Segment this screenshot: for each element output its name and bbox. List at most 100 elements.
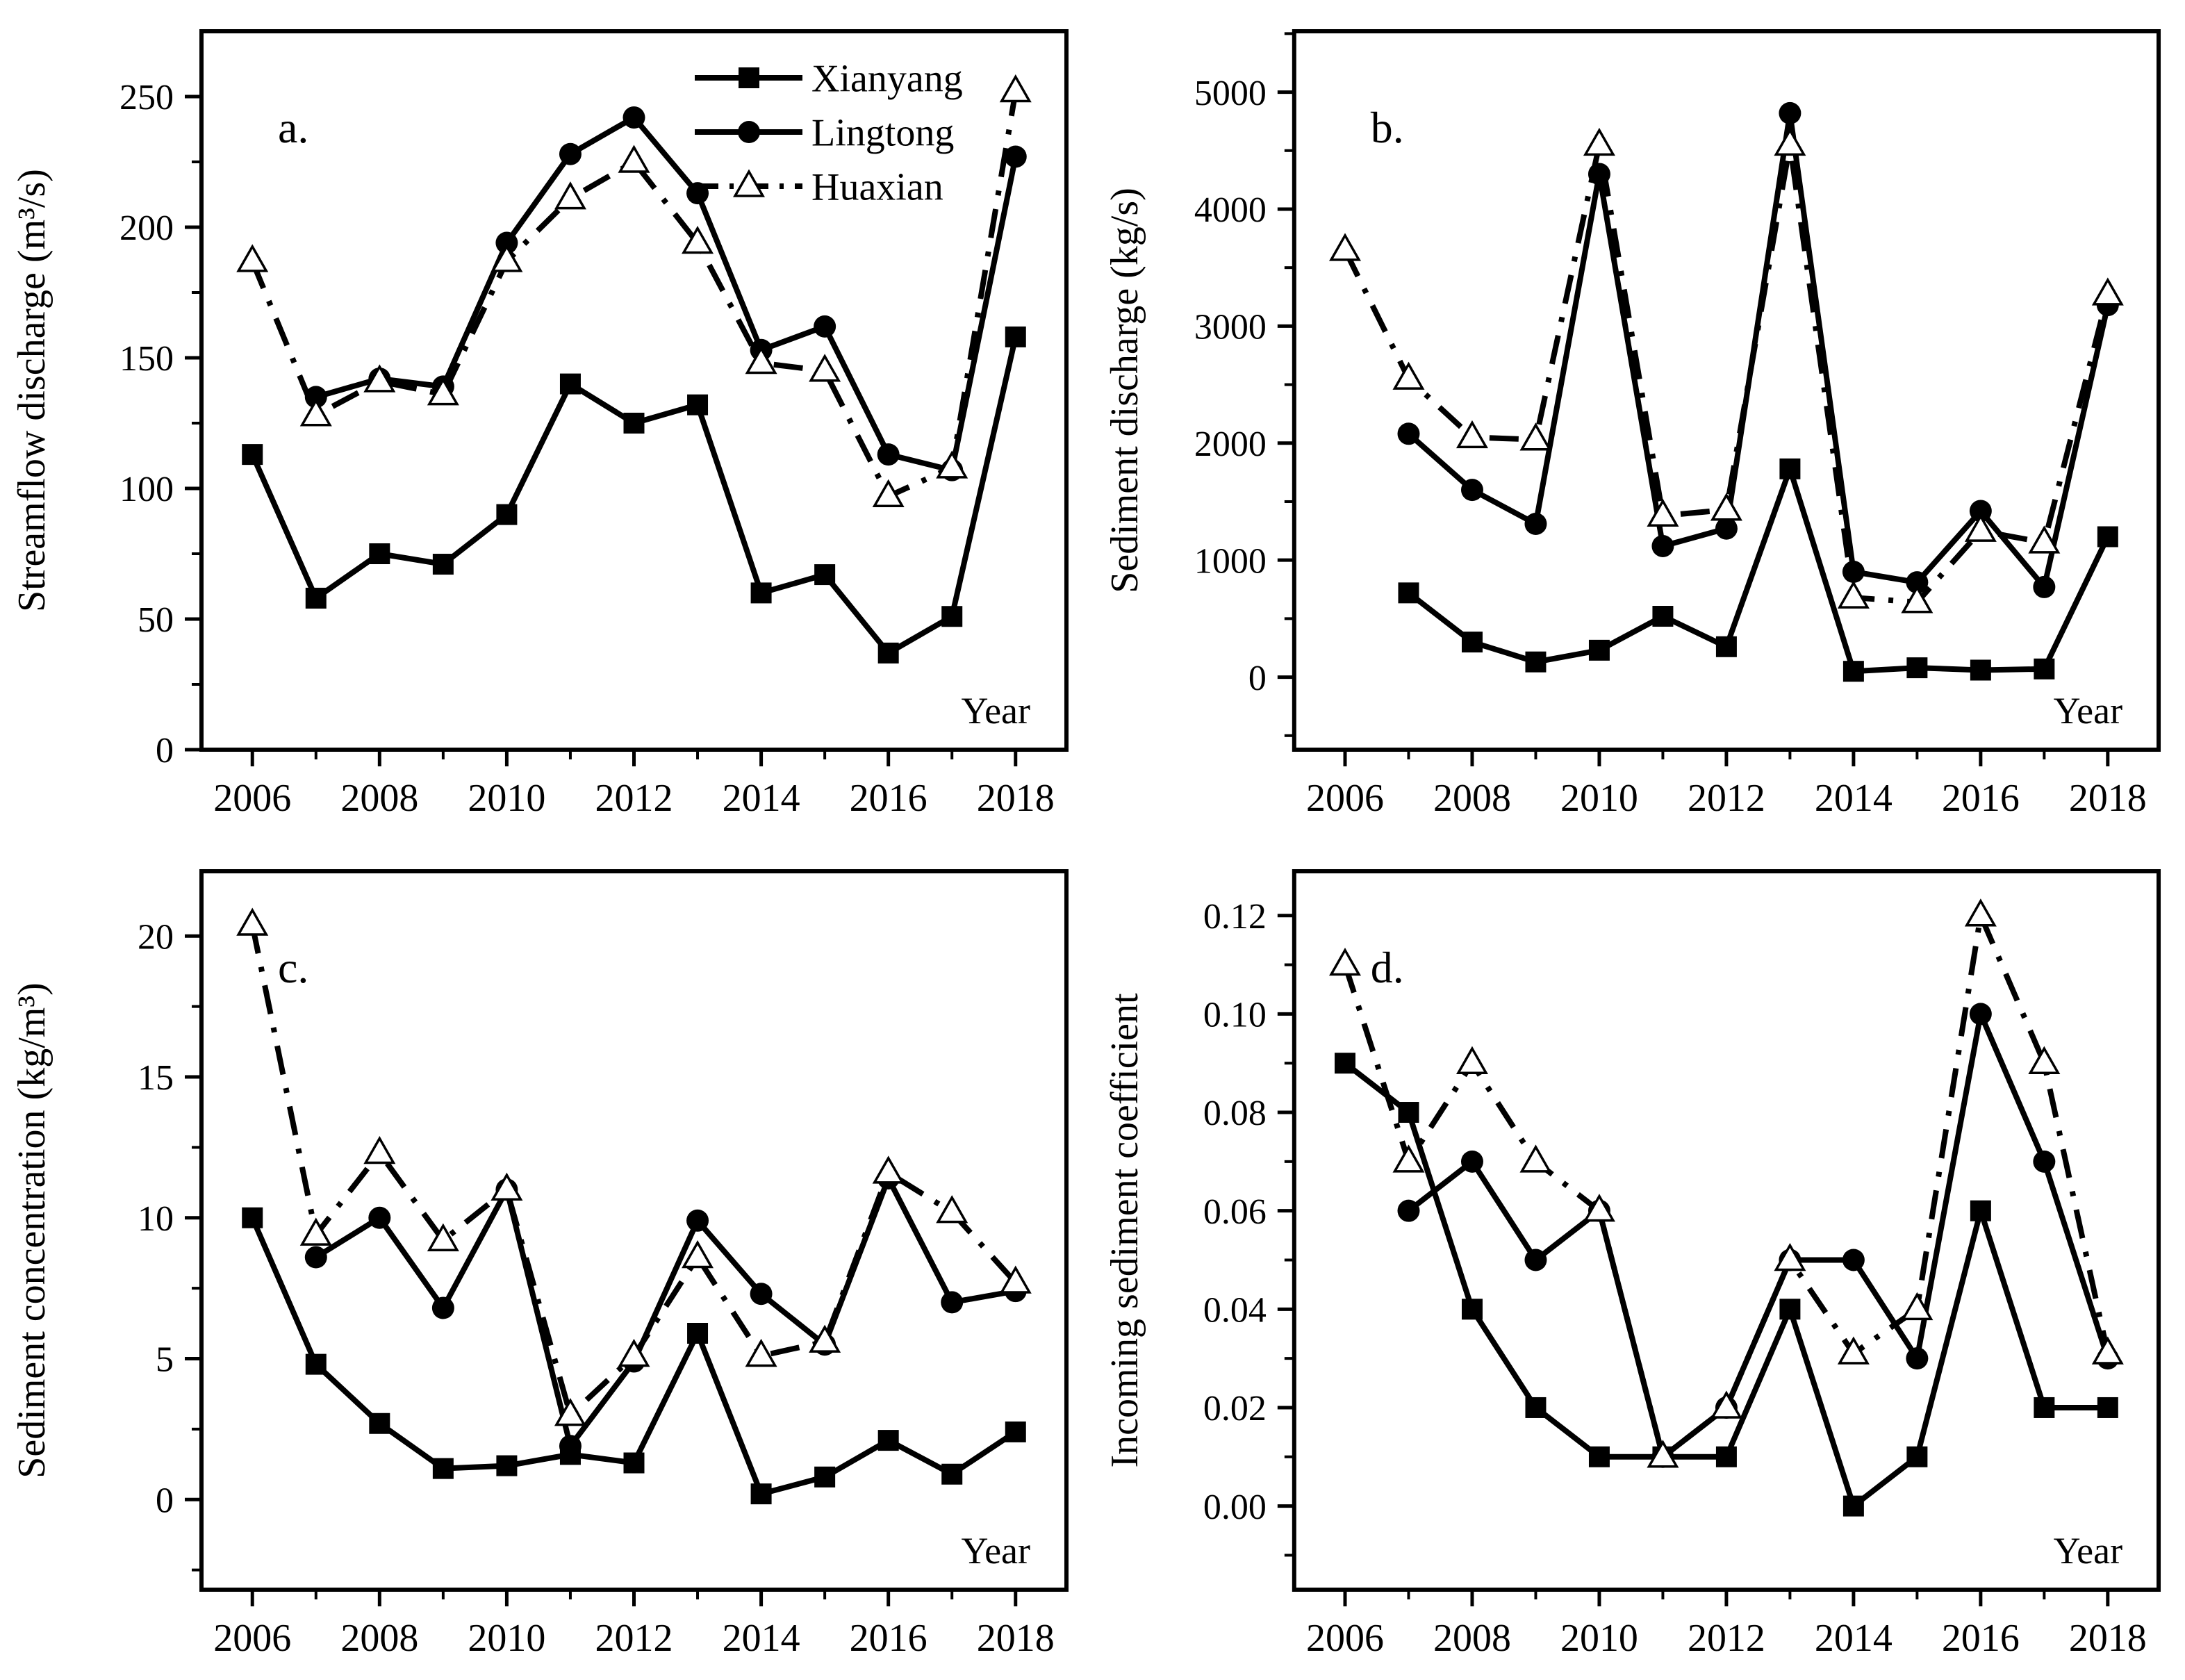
marker-triangle-huaxian bbox=[1519, 422, 1552, 451]
marker-circle-lingtong bbox=[1651, 534, 1674, 557]
y-tick-label: 1000 bbox=[1194, 541, 1267, 581]
marker-circle-lingtong bbox=[686, 1209, 709, 1232]
x-tick-label: 2010 bbox=[468, 1617, 545, 1660]
marker-circle-lingtong bbox=[1460, 479, 1483, 502]
marker-triangle-huaxian bbox=[1456, 1046, 1488, 1074]
panel-b: 0 1000 2000 3000 4000 5000 2006 2008 2010 2012 201… bbox=[1093, 0, 2185, 840]
marker-triangle-huaxian bbox=[1901, 1292, 1933, 1321]
marker-square-xianyang bbox=[687, 394, 709, 415]
marker-triangle-huaxian bbox=[363, 364, 396, 393]
x-tick-label: 2006 bbox=[1306, 777, 1384, 820]
plot-frame bbox=[1292, 869, 2161, 1592]
y-tick-label: 0.02 bbox=[1203, 1389, 1267, 1428]
marker-square-xianyang bbox=[432, 1458, 454, 1479]
marker-triangle-huaxian bbox=[1392, 361, 1425, 390]
marker-square-xianyang bbox=[1842, 1495, 1864, 1517]
x-tick-label: 2008 bbox=[1433, 777, 1511, 820]
y-tick-label: 0 bbox=[156, 731, 174, 771]
marker-triangle-huaxian bbox=[490, 1172, 523, 1201]
y-tick-label: 100 bbox=[119, 470, 174, 509]
marker-circle-lingtong bbox=[622, 106, 645, 129]
marker-triangle-huaxian bbox=[427, 1223, 459, 1251]
marker-triangle-huaxian bbox=[2028, 525, 2061, 554]
marker-circle-lingtong bbox=[1969, 1003, 1992, 1026]
x-tick-label: 2014 bbox=[723, 777, 800, 820]
marker-triangle-huaxian bbox=[1583, 1194, 1615, 1222]
chart-a-canvas: 0 50 100 150 200 250 2006 2008 2010 2012 2014 2016 2… bbox=[10, 29, 1069, 820]
panel-letter: a. bbox=[278, 103, 308, 152]
marker-triangle-huaxian bbox=[682, 1240, 714, 1269]
y-tick-label: 0.08 bbox=[1203, 1094, 1267, 1133]
legend-label-xianyang: Xianyang bbox=[811, 58, 963, 101]
marker-square-xianyang bbox=[687, 1323, 709, 1344]
marker-circle-lingtong bbox=[2033, 1150, 2056, 1173]
marker-triangle-huaxian bbox=[1392, 1144, 1425, 1173]
marker-square-xianyang bbox=[1715, 636, 1737, 657]
panel-c: 0 5 10 15 20 2006 2008 2010 2012 2014 2016 2018 Sedi… bbox=[0, 840, 1093, 1680]
marker-square-xianyang bbox=[1715, 1446, 1737, 1467]
marker-square-xianyang bbox=[1906, 1446, 1928, 1467]
marker-triangle-huaxian bbox=[999, 74, 1032, 103]
marker-circle-lingtong bbox=[1906, 571, 1929, 594]
y-tick-label: 0.12 bbox=[1203, 897, 1267, 937]
x-tick-label: 2018 bbox=[977, 777, 1055, 820]
x-tick-label: 2008 bbox=[1433, 1617, 1511, 1660]
y-tick-label: 10 bbox=[138, 1199, 174, 1239]
marker-square-xianyang bbox=[242, 1207, 263, 1228]
legend-marker-huaxian bbox=[732, 169, 766, 197]
marker-circle-lingtong bbox=[304, 386, 327, 409]
marker-square-xianyang bbox=[941, 1463, 963, 1485]
marker-triangle-huaxian bbox=[427, 377, 459, 406]
marker-triangle-huaxian bbox=[1583, 127, 1615, 156]
chart-d-canvas: 0.00 0.02 0.04 0.06 0.08 0.10 0.12 2006 2008 2010… bbox=[1103, 869, 2161, 1660]
x-tick-label: 2012 bbox=[1688, 1617, 1765, 1660]
marker-square-xianyang bbox=[1461, 632, 1483, 653]
series-line-xianyang bbox=[1343, 1061, 2108, 1511]
y-tick-label: 20 bbox=[138, 917, 174, 957]
plot-frame bbox=[199, 869, 1069, 1592]
marker-triangle-huaxian bbox=[1964, 513, 1997, 542]
marker-triangle-huaxian bbox=[1964, 898, 1997, 927]
y-axis-title: Streamflow discharge (m³/s) bbox=[10, 169, 53, 612]
marker-triangle-huaxian bbox=[1519, 1144, 1552, 1173]
marker-square-xianyang bbox=[496, 504, 518, 525]
marker-circle-lingtong bbox=[1524, 512, 1547, 535]
marker-square-xianyang bbox=[1906, 657, 1928, 679]
marker-circle-lingtong bbox=[1842, 1249, 1865, 1271]
marker-triangle-huaxian bbox=[872, 479, 905, 508]
marker-circle-lingtong bbox=[814, 315, 836, 338]
legend-label-lingtong: Lingtong bbox=[811, 112, 954, 155]
marker-triangle-huaxian bbox=[745, 345, 777, 374]
marker-square-xianyang bbox=[305, 1353, 327, 1375]
panel-letter: c. bbox=[278, 943, 308, 992]
marker-triangle-huaxian bbox=[1901, 585, 1933, 613]
marker-triangle-huaxian bbox=[936, 450, 968, 479]
marker-triangle-huaxian bbox=[745, 1338, 777, 1367]
y-tick-label: 150 bbox=[119, 339, 174, 379]
x-tick-label: 2014 bbox=[1815, 1617, 1893, 1660]
y-tick-label: 250 bbox=[119, 78, 174, 117]
marker-circle-lingtong bbox=[877, 443, 900, 466]
marker-square-xianyang bbox=[623, 1452, 645, 1474]
marker-square-xianyang bbox=[1005, 1421, 1026, 1442]
marker-circle-lingtong bbox=[1715, 517, 1738, 540]
marker-circle-lingtong bbox=[368, 1206, 391, 1229]
marker-square-xianyang bbox=[750, 582, 772, 604]
x-axis-title: Year bbox=[961, 1530, 1030, 1572]
marker-triangle-huaxian bbox=[2091, 277, 2124, 306]
x-tick-label: 2010 bbox=[468, 777, 545, 820]
marker-circle-lingtong bbox=[1524, 1249, 1547, 1271]
marker-circle-lingtong bbox=[750, 1283, 773, 1306]
series-line-huaxian bbox=[1342, 905, 2111, 1462]
y-tick-label: 2000 bbox=[1194, 425, 1267, 464]
marker-square-xianyang bbox=[2034, 658, 2055, 680]
marker-triangle-huaxian bbox=[2091, 1336, 2124, 1365]
marker-circle-lingtong bbox=[559, 142, 582, 165]
marker-circle-lingtong bbox=[495, 231, 518, 254]
marker-square-xianyang bbox=[496, 1455, 518, 1476]
marker-square-xianyang bbox=[814, 1466, 836, 1488]
x-tick-label: 2018 bbox=[977, 1617, 1055, 1660]
marker-square-xianyang bbox=[1461, 1299, 1483, 1320]
x-tick-label: 2016 bbox=[850, 777, 927, 820]
